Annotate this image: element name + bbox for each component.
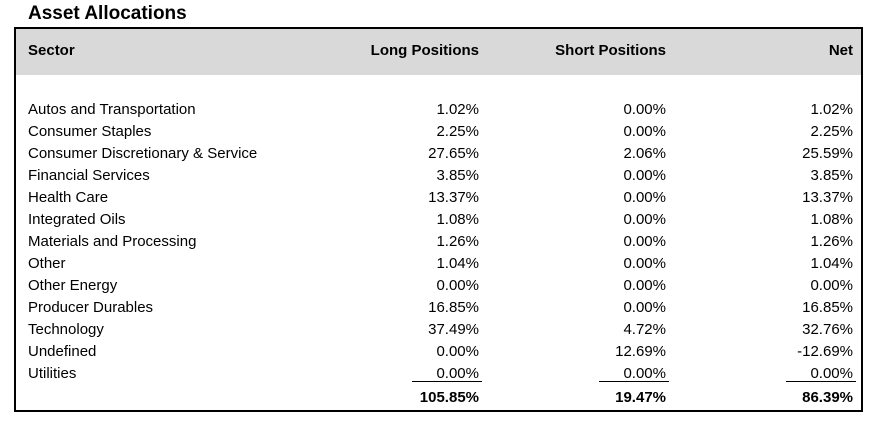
table-row: Autos and Transportation 1.02% 0.00% 1.02% — [16, 99, 861, 121]
table-row: Consumer Discretionary & Service 27.65% 2.… — [16, 143, 861, 165]
short-positions-cell: 2.06% — [623, 145, 666, 162]
short-positions-cell: 0.00% — [623, 167, 666, 184]
net-cell: 16.85% — [802, 299, 853, 316]
net-cell: 1.08% — [810, 211, 853, 228]
short-positions-cell: 0.00% — [623, 123, 666, 140]
short-positions-cell: 0.00% — [623, 299, 666, 316]
long-positions-cell: 37.49% — [428, 321, 479, 338]
table-row: Financial Services 3.85% 0.00% 3.85% — [16, 165, 861, 187]
total-short-positions: 19.47% — [615, 389, 666, 406]
sector-cell: Producer Durables — [28, 299, 154, 316]
long-positions-cell: 1.26% — [436, 233, 479, 250]
total-net: 86.39% — [802, 389, 853, 406]
table-row: Other Energy 0.00% 0.00% 0.00% — [16, 275, 861, 297]
table-row: Health Care 13.37% 0.00% 13.37% — [16, 187, 861, 209]
sector-cell: Financial Services — [28, 167, 150, 184]
table-row: Technology 37.49% 4.72% 32.76% — [16, 319, 861, 341]
long-positions-cell: 0.00% — [436, 277, 479, 294]
sector-cell: Health Care — [28, 189, 109, 206]
long-positions-cell: 3.85% — [436, 167, 479, 184]
short-positions-cell: 0.00% — [623, 233, 666, 250]
sector-cell: Integrated Oils — [28, 211, 126, 228]
short-positions-cell: 0.00% — [623, 255, 666, 272]
net-cell: 1.04% — [810, 255, 853, 272]
net-cell: 3.85% — [810, 167, 853, 184]
table-body: Autos and Transportation 1.02% 0.00% 1.02% C… — [16, 99, 861, 385]
short-positions-cell: 0.00% — [623, 365, 666, 382]
table-row: Other 1.04% 0.00% 1.04% — [16, 253, 861, 275]
table-row: Producer Durables 16.85% 0.00% 16.85% — [16, 297, 861, 319]
total-long-positions: 105.85% — [419, 389, 479, 406]
net-cell: 1.26% — [810, 233, 853, 250]
sector-cell: Autos and Transportation — [28, 101, 196, 118]
long-positions-cell: 16.85% — [428, 299, 479, 316]
net-cell: 0.00% — [810, 365, 853, 382]
table-row: Undefined 0.00% 12.69% -12.69% — [16, 341, 861, 363]
long-positions-cell: 13.37% — [428, 189, 479, 206]
net-cell: 13.37% — [802, 189, 853, 206]
short-positions-cell: 0.00% — [623, 277, 666, 294]
table-row: Consumer Staples 2.25% 0.00% 2.25% — [16, 121, 861, 143]
long-positions-cell: 27.65% — [428, 145, 479, 162]
sector-cell: Other Energy — [28, 277, 118, 294]
sector-cell: Other — [28, 255, 66, 272]
table-row: Materials and Processing 1.26% 0.00% 1.26% — [16, 231, 861, 253]
net-cell: 0.00% — [810, 277, 853, 294]
short-positions-cell: 4.72% — [623, 321, 666, 338]
column-header-long-positions: Long Positions — [370, 42, 479, 59]
short-positions-cell: 0.00% — [623, 189, 666, 206]
sector-cell: Materials and Processing — [28, 233, 197, 250]
net-cell: 32.76% — [802, 321, 853, 338]
net-cell: 2.25% — [810, 123, 853, 140]
long-positions-cell: 1.02% — [436, 101, 479, 118]
net-cell: 25.59% — [802, 145, 853, 162]
long-positions-cell: 2.25% — [436, 123, 479, 140]
column-header-short-positions: Short Positions — [555, 42, 666, 59]
table-row: Utilities 0.00% 0.00% 0.00% — [16, 363, 861, 385]
column-header-sector: Sector — [28, 42, 75, 59]
totals-row: 105.85% 19.47% 86.39% — [16, 387, 861, 409]
short-positions-cell: 0.00% — [623, 101, 666, 118]
asset-allocation-table: Sector Long Positions Short Positions Ne… — [14, 27, 863, 412]
short-total-rule — [599, 381, 669, 382]
sector-cell: Consumer Discretionary & Service — [28, 145, 258, 162]
net-cell: -12.69% — [797, 343, 853, 360]
short-positions-cell: 12.69% — [615, 343, 666, 360]
sector-cell: Undefined — [28, 343, 97, 360]
page-title: Asset Allocations — [28, 3, 187, 24]
long-positions-cell: 1.08% — [436, 211, 479, 228]
short-positions-cell: 0.00% — [623, 211, 666, 228]
long-positions-cell: 1.04% — [436, 255, 479, 272]
net-cell: 1.02% — [810, 101, 853, 118]
sector-cell: Consumer Staples — [28, 123, 152, 140]
long-positions-cell: 0.00% — [436, 365, 479, 382]
column-header-net: Net — [828, 42, 853, 59]
table-header: Sector Long Positions Short Positions Ne… — [16, 29, 861, 75]
long-positions-cell: 0.00% — [436, 343, 479, 360]
sector-cell: Technology — [28, 321, 104, 338]
sector-cell: Utilities — [28, 365, 77, 382]
table-row: Integrated Oils 1.08% 0.00% 1.08% — [16, 209, 861, 231]
net-total-rule — [786, 381, 856, 382]
long-total-rule — [412, 381, 482, 382]
